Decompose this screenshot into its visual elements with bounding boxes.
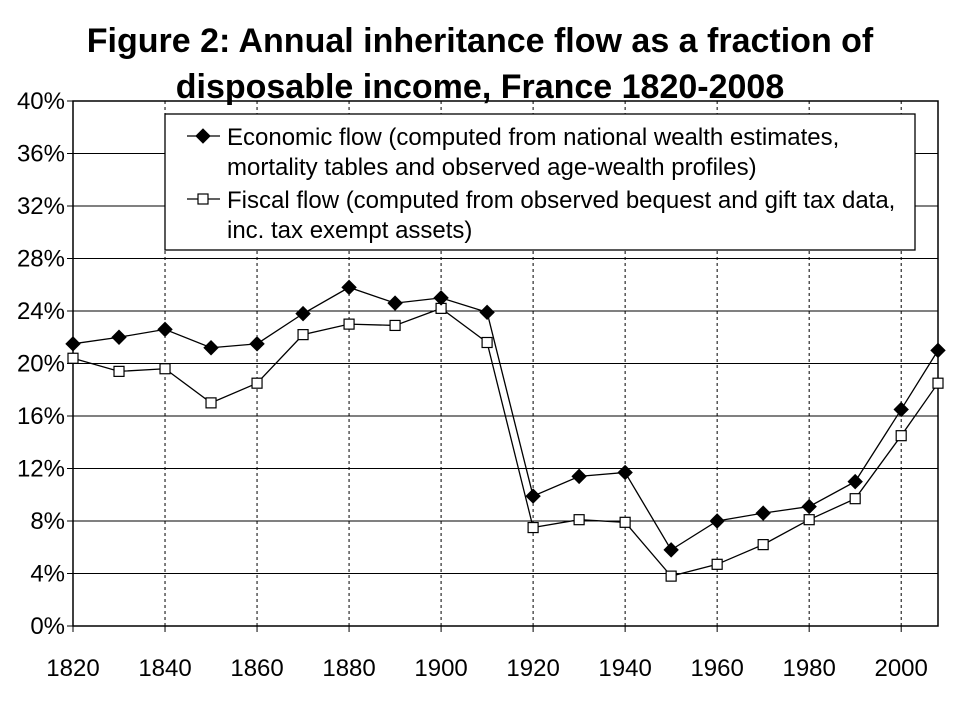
fiscal-flow-point <box>389 319 401 332</box>
economic-flow-point <box>433 290 449 306</box>
x-tick-label: 1840 <box>138 655 191 682</box>
fiscal-flow-point <box>619 516 631 528</box>
economic-flow-line <box>72 286 939 551</box>
economic-flow-point <box>525 488 541 504</box>
fiscal-flow-point <box>757 539 769 551</box>
fiscal-flow-point <box>527 521 539 534</box>
axes: 0% 4% 8% 12% 16% 20% 24% 28% 32% 36% 40% 1820 1840 18… <box>17 88 939 682</box>
y-tick-label: 28% <box>17 246 65 273</box>
y-tick-label: 32% <box>17 193 65 220</box>
y-tick-label: 0% <box>30 613 65 640</box>
economic-flow-point <box>387 295 403 311</box>
economic-flow-point <box>479 304 495 321</box>
legend-label: Economic flow (computed from national we… <box>227 124 839 151</box>
x-tick-label: 1920 <box>506 655 559 682</box>
x-tick-label: 2000 <box>874 655 927 682</box>
economic-flow-point <box>663 542 679 558</box>
chart-title-line-1: Figure 2: Annual inheritance flow as a f… <box>86 22 874 60</box>
y-tick-label: 20% <box>17 351 65 378</box>
legend-box <box>164 113 916 251</box>
economic-flow-point <box>893 401 909 418</box>
chart-title: Figure 2: Annual inheritance flow as a f… <box>0 18 960 110</box>
economic-flow-point <box>111 329 127 345</box>
economic-flow-point <box>617 464 633 481</box>
y-tick-label: 16% <box>17 403 65 430</box>
fiscal-flow-point <box>67 352 79 364</box>
economic-flow-point <box>847 473 863 490</box>
economic-flow-point <box>709 513 725 529</box>
x-tick-label: 1940 <box>598 655 651 682</box>
economic-flow-point <box>295 305 311 322</box>
economic-flow-point <box>341 279 357 296</box>
series-fiscal-flow <box>67 302 944 582</box>
legend-item-economic-flow: Economic flow (computed from national we… <box>187 124 839 181</box>
legend-label: mortality tables and observed age-wealth… <box>227 154 757 181</box>
y-tick-label: 24% <box>17 298 65 325</box>
fiscal-flow-point <box>205 397 217 409</box>
fiscal-flow-point <box>343 318 355 330</box>
x-tick-label: 1980 <box>782 655 835 682</box>
fiscal-flow-point <box>159 363 171 375</box>
x-tick-label: 1960 <box>690 655 743 682</box>
y-tick-label: 4% <box>30 561 65 588</box>
economic-flow-point <box>203 340 219 356</box>
legend-label: Fiscal flow (computed from observed bequ… <box>227 187 895 214</box>
legend-item-fiscal-flow: Fiscal flow (computed from observed bequ… <box>187 187 895 244</box>
fiscal-flow-point <box>297 329 309 341</box>
economic-flow-point <box>249 336 265 352</box>
legend: Economic flow (computed from national we… <box>164 113 916 251</box>
x-tick-label: 1900 <box>414 655 467 682</box>
fiscal-flow-point <box>665 570 677 582</box>
legend-square-marker <box>197 193 209 205</box>
y-tick-label: 8% <box>30 508 65 535</box>
economic-flow-point <box>65 336 81 352</box>
fiscal-flow-point <box>481 336 493 349</box>
series-economic-flow <box>65 279 946 558</box>
fiscal-flow-point <box>849 493 861 505</box>
x-tick-label: 1820 <box>46 655 99 682</box>
legend-label: inc. tax exempt assets) <box>227 217 472 244</box>
legend-diamond-marker <box>195 128 211 144</box>
x-tick-label: 1860 <box>230 655 283 682</box>
series <box>65 279 946 582</box>
fiscal-flow-point <box>895 430 907 442</box>
fiscal-flow-point <box>251 377 263 389</box>
economic-flow-point <box>801 498 817 515</box>
x-tick-label: 1880 <box>322 655 375 682</box>
y-tick-label: 36% <box>17 141 65 168</box>
economic-flow-point <box>755 505 771 521</box>
economic-flow-point <box>157 321 173 338</box>
y-tick-label: 12% <box>17 456 65 483</box>
fiscal-flow-point <box>573 514 585 526</box>
y-tick-label: 40% <box>17 88 65 115</box>
fiscal-flow-point <box>113 365 125 377</box>
chart-title-line-2: disposable income, France 1820-2008 <box>175 68 785 106</box>
fiscal-flow-point <box>803 514 815 526</box>
fiscal-flow-point <box>711 558 723 570</box>
economic-flow-point <box>930 342 946 359</box>
fiscal-flow-line <box>72 307 939 577</box>
economic-flow-point <box>571 468 587 485</box>
fiscal-flow-point <box>932 377 944 389</box>
